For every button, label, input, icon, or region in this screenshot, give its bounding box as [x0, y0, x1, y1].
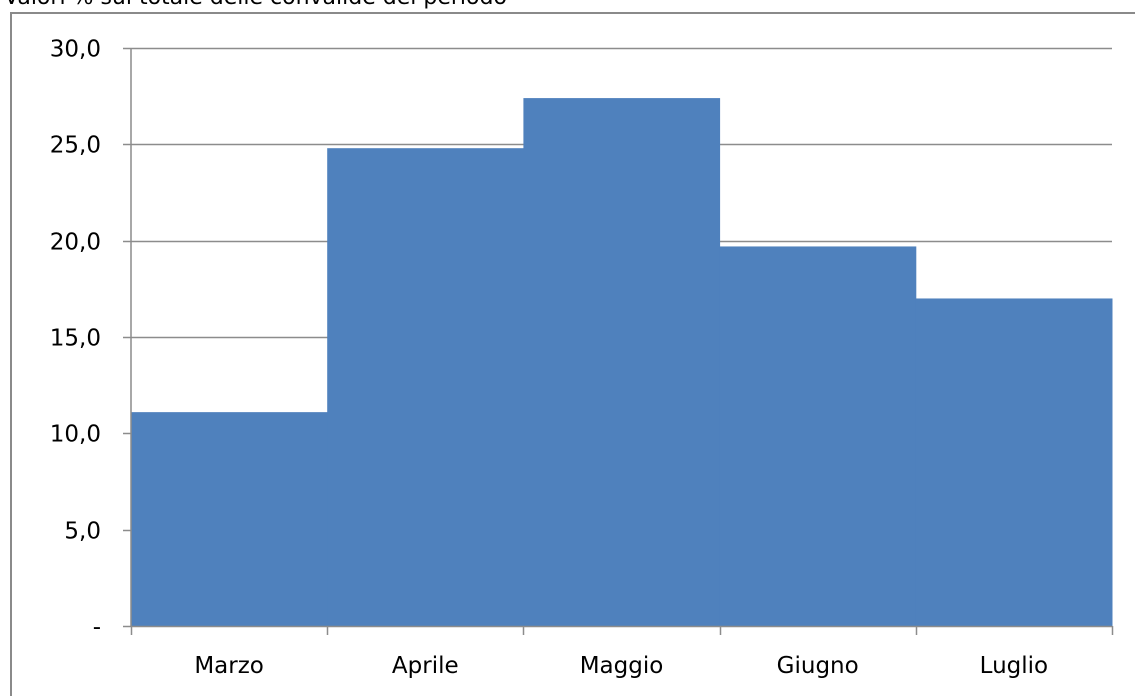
y-tick-label: -	[93, 615, 101, 641]
bar	[915, 298, 1113, 626]
y-tick-label: 30,0	[50, 37, 101, 63]
chart-frame	[10, 12, 1135, 696]
y-tick-label: 25,0	[50, 133, 101, 159]
x-tick-label: Luglio	[980, 653, 1048, 679]
axes	[123, 47, 1114, 635]
y-tick-label: 10,0	[50, 422, 101, 448]
bar	[719, 246, 917, 627]
x-tick-label: Marzo	[194, 653, 264, 679]
y-tick-labels: - 5,0 10,0 15,0 20,0 25,0 30,0	[50, 37, 101, 641]
y-tick-label: 20,0	[50, 230, 101, 256]
bar	[523, 98, 721, 627]
bars	[131, 98, 1113, 627]
bar	[327, 148, 524, 627]
x-tick-label: Giugno	[777, 653, 859, 679]
y-tick-label: 15,0	[50, 326, 101, 352]
bar	[131, 412, 328, 626]
x-tick-label: Aprile	[392, 653, 459, 679]
chart-caption: Valori % sul totale delle convalide del …	[4, 0, 507, 9]
x-tick-labels: Marzo Aprile Maggio Giugno Luglio	[194, 653, 1048, 679]
y-tick-label: 5,0	[64, 519, 101, 545]
x-tick-label: Maggio	[580, 653, 664, 679]
